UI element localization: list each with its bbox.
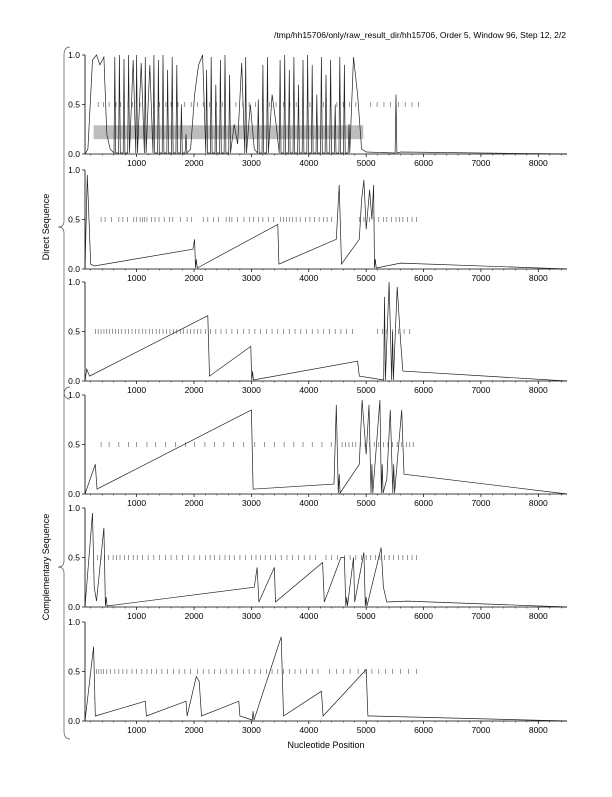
x-tick-label: 5000 xyxy=(357,385,376,395)
probability-series-line xyxy=(84,399,568,495)
y-tick-label: 0.5 xyxy=(68,215,80,225)
y-tick-label: 1.0 xyxy=(68,503,80,513)
group-label: Complementary Sequence xyxy=(41,514,51,621)
x-tick-label: 2000 xyxy=(185,725,204,735)
group-brace xyxy=(57,46,71,400)
x-tick-label: 3000 xyxy=(242,158,261,168)
panel-frame-6: 0.0 0.5 1.0 1000 2000 3000 4000 5000 6000 7000 800… xyxy=(68,617,568,735)
x-tick-label: 1000 xyxy=(127,611,146,621)
x-tick-label: 8000 xyxy=(529,498,548,508)
y-tick-label: 0.5 xyxy=(68,667,80,677)
x-tick-label: 3000 xyxy=(242,725,261,735)
probability-series-line xyxy=(84,54,568,155)
x-tick-label: 2000 xyxy=(185,611,204,621)
y-tick-label: 0.0 xyxy=(68,716,80,726)
x-tick-label: 1000 xyxy=(127,498,146,508)
x-tick-label: 8000 xyxy=(529,611,548,621)
probability-series-line xyxy=(84,512,568,608)
y-tick-label: 0.0 xyxy=(68,149,80,159)
y-tick-label: 0.5 xyxy=(68,100,80,110)
x-tick-label: 7000 xyxy=(471,385,490,395)
x-tick-label: 1000 xyxy=(127,158,146,168)
y-tick-label: 1.0 xyxy=(68,617,80,627)
x-tick-label: 6000 xyxy=(414,725,433,735)
x-tick-label: 3000 xyxy=(242,498,261,508)
group-label: Direct Sequence xyxy=(41,194,51,261)
highlight-region xyxy=(93,125,364,140)
probability-series-line xyxy=(84,281,568,382)
y-tick-label: 0.0 xyxy=(68,376,80,386)
y-tick-label: 1.0 xyxy=(68,390,80,400)
x-tick-label: 3000 xyxy=(242,385,261,395)
x-tick-label: 7000 xyxy=(471,725,490,735)
panel-frame-3: 0.0 0.5 1.0 1000 2000 3000 4000 5000 6000 7000 800… xyxy=(68,277,568,395)
x-tick-label: 1000 xyxy=(127,725,146,735)
panel-frame-5: 0.0 0.5 1.0 1000 2000 3000 4000 5000 6000 7000 800… xyxy=(68,503,568,621)
x-tick-label: 2000 xyxy=(185,273,204,283)
probability-series-line xyxy=(84,174,568,270)
x-tick-label: 7000 xyxy=(471,498,490,508)
y-tick-label: 0.0 xyxy=(68,489,80,499)
panel-frame-1: 0.0 0.5 1.0 1000 2000 3000 4000 5000 6000 7000 800… xyxy=(68,50,568,168)
x-tick-label: 7000 xyxy=(471,158,490,168)
x-tick-label: 2000 xyxy=(185,385,204,395)
x-tick-label: 5000 xyxy=(357,158,376,168)
x-tick-label: 6000 xyxy=(414,385,433,395)
x-axis-label: Nucleotide Position xyxy=(287,740,364,750)
panel-frame-2: 0.0 0.5 1.0 1000 2000 3000 4000 5000 6000 7000 800… xyxy=(68,165,568,283)
x-tick-label: 5000 xyxy=(357,273,376,283)
panel-frame-4: 0.0 0.5 1.0 1000 2000 3000 4000 5000 6000 7000 800… xyxy=(68,390,568,508)
x-tick-label: 8000 xyxy=(529,273,548,283)
x-tick-label: 6000 xyxy=(414,611,433,621)
x-tick-label: 2000 xyxy=(185,158,204,168)
x-tick-label: 3000 xyxy=(242,273,261,283)
x-tick-label: 1000 xyxy=(127,385,146,395)
y-tick-label: 1.0 xyxy=(68,165,80,175)
x-tick-label: 6000 xyxy=(414,498,433,508)
x-tick-label: 4000 xyxy=(299,273,318,283)
y-tick-label: 0.0 xyxy=(68,264,80,274)
x-tick-label: 7000 xyxy=(471,273,490,283)
y-tick-label: 0.0 xyxy=(68,602,80,612)
x-tick-label: 8000 xyxy=(529,158,548,168)
x-tick-label: 5000 xyxy=(357,611,376,621)
probability-series-line xyxy=(84,636,568,722)
x-tick-label: 5000 xyxy=(357,725,376,735)
x-tick-label: 4000 xyxy=(299,611,318,621)
x-tick-label: 5000 xyxy=(357,498,376,508)
y-tick-label: 1.0 xyxy=(68,277,80,287)
y-tick-label: 0.5 xyxy=(68,327,80,337)
y-tick-label: 0.5 xyxy=(68,553,80,563)
x-tick-label: 4000 xyxy=(299,498,318,508)
x-tick-label: 4000 xyxy=(299,725,318,735)
x-tick-label: 2000 xyxy=(185,498,204,508)
x-tick-label: 4000 xyxy=(299,385,318,395)
figure-title: /tmp/hh15706/only/raw_result_dir/hh15706… xyxy=(274,30,566,40)
x-tick-label: 6000 xyxy=(414,273,433,283)
group-brace xyxy=(57,386,71,740)
y-tick-label: 1.0 xyxy=(68,50,80,60)
y-tick-label: 0.5 xyxy=(68,440,80,450)
x-tick-label: 7000 xyxy=(471,611,490,621)
x-tick-label: 8000 xyxy=(529,725,548,735)
x-tick-label: 8000 xyxy=(529,385,548,395)
x-tick-label: 6000 xyxy=(414,158,433,168)
x-tick-label: 1000 xyxy=(127,273,146,283)
x-tick-label: 4000 xyxy=(299,158,318,168)
x-tick-label: 3000 xyxy=(242,611,261,621)
